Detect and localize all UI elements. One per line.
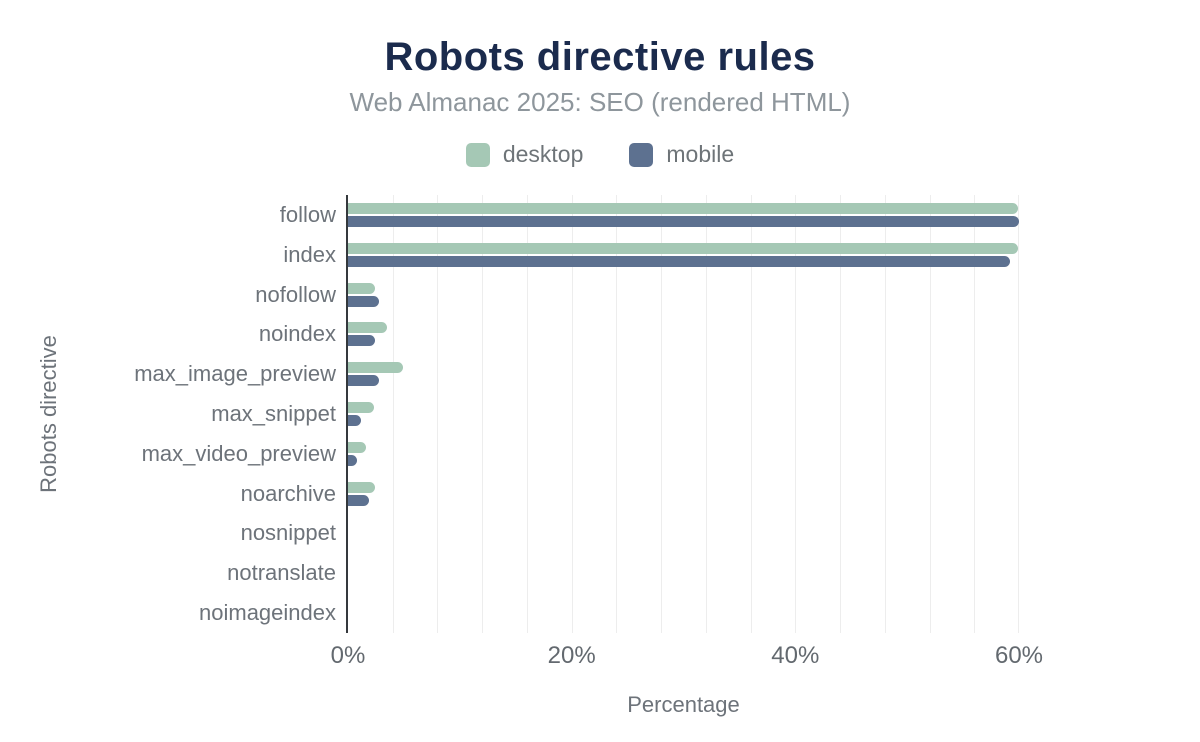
gridline bbox=[482, 195, 484, 633]
x-axis-title: Percentage bbox=[627, 692, 740, 717]
legend-item-desktop: desktop bbox=[465, 141, 584, 168]
chart-row-index: index bbox=[283, 235, 1019, 275]
category-label-noarchive: noarchive bbox=[240, 480, 336, 506]
gridline bbox=[884, 195, 886, 633]
category-label-index: index bbox=[283, 241, 336, 267]
gridline bbox=[526, 195, 528, 633]
gridline bbox=[392, 195, 394, 633]
chart-row-nofollow: nofollow bbox=[255, 275, 1019, 315]
x-tick-20%: 20% bbox=[547, 642, 596, 669]
bar-mobile-max_image_preview[interactable] bbox=[348, 375, 380, 387]
chart-row-max_video_preview: max_video_preview bbox=[142, 434, 1019, 474]
plot-area: follow index nofollow noindex max_image_prev… bbox=[134, 195, 1019, 633]
chart-row-max_image_preview: max_image_preview bbox=[134, 354, 1019, 394]
x-tick-40%: 40% bbox=[771, 642, 820, 669]
legend: desktop mobile bbox=[0, 141, 1200, 168]
category-label-noindex: noindex bbox=[258, 321, 336, 347]
category-label-nosnippet: nosnippet bbox=[240, 520, 336, 546]
bar-desktop-noindex[interactable] bbox=[348, 322, 388, 334]
chart-row-noarchive: noarchive bbox=[241, 474, 1019, 514]
bar-desktop-follow[interactable] bbox=[348, 202, 1018, 214]
chart-row-notranslate: notranslate bbox=[227, 553, 1019, 593]
gridline bbox=[661, 195, 663, 633]
chart-subtitle: Web Almanac 2025: SEO (rendered HTML) bbox=[349, 87, 851, 117]
category-label-noimageindex: noimageindex bbox=[199, 600, 336, 626]
legend-swatch-desktop bbox=[465, 142, 490, 167]
chart-row-max_snippet: max_snippet bbox=[211, 394, 1019, 434]
bar-desktop-max_image_preview[interactable] bbox=[348, 362, 403, 374]
bar-mobile-index[interactable] bbox=[348, 255, 1011, 267]
gridline bbox=[571, 195, 573, 633]
category-label-follow: follow bbox=[279, 201, 336, 227]
bar-mobile-follow[interactable] bbox=[348, 215, 1019, 227]
category-label-notranslate: notranslate bbox=[227, 560, 336, 586]
chart-row-nosnippet: nosnippet bbox=[241, 514, 1019, 554]
category-label-nofollow: nofollow bbox=[255, 281, 336, 307]
bar-mobile-nofollow[interactable] bbox=[348, 295, 380, 307]
gridline bbox=[616, 195, 618, 633]
gridline bbox=[929, 195, 931, 633]
bar-desktop-nofollow[interactable] bbox=[348, 282, 375, 294]
x-tick-0%: 0% bbox=[330, 642, 366, 669]
legend-swatch-mobile bbox=[629, 142, 654, 167]
gridline bbox=[1018, 195, 1019, 633]
category-label-max_snippet: max_snippet bbox=[211, 400, 336, 426]
bar-desktop-max_snippet[interactable] bbox=[348, 401, 374, 413]
chart-row-follow: follow bbox=[280, 195, 1019, 235]
y-axis-title: Robots directive bbox=[36, 335, 61, 493]
bar-mobile-noindex[interactable] bbox=[348, 335, 375, 347]
bar-mobile-max_snippet[interactable] bbox=[348, 414, 362, 426]
legend-label-mobile: mobile bbox=[666, 141, 735, 167]
gridline bbox=[840, 195, 842, 633]
legend-label-desktop: desktop bbox=[502, 141, 584, 167]
gridline bbox=[437, 195, 439, 633]
gridline bbox=[974, 195, 976, 633]
y-axis-line bbox=[346, 195, 348, 633]
category-label-max_image_preview: max_image_preview bbox=[134, 361, 336, 387]
gridline bbox=[750, 195, 752, 633]
x-axis-ticks: 0% 20% 40% 60% bbox=[331, 642, 1043, 672]
bar-mobile-noarchive[interactable] bbox=[348, 494, 370, 506]
bar-desktop-index[interactable] bbox=[348, 242, 1018, 254]
chart-title: Robots directive rules bbox=[384, 35, 816, 79]
bar-desktop-noarchive[interactable] bbox=[348, 481, 375, 493]
category-label-max_video_preview: max_video_preview bbox=[141, 440, 336, 466]
x-tick-60%: 60% bbox=[994, 642, 1044, 669]
bar-mobile-max_video_preview[interactable] bbox=[348, 454, 357, 466]
legend-item-mobile: mobile bbox=[629, 141, 734, 168]
gridline bbox=[705, 195, 707, 633]
chart-row-noindex: noindex bbox=[259, 314, 1019, 354]
gridline bbox=[795, 195, 797, 633]
bar-rows: follow index nofollow noindex max_image_prev… bbox=[134, 195, 1019, 633]
bar-desktop-max_video_preview[interactable] bbox=[348, 441, 366, 453]
chart-row-noimageindex: noimageindex bbox=[199, 593, 1019, 633]
